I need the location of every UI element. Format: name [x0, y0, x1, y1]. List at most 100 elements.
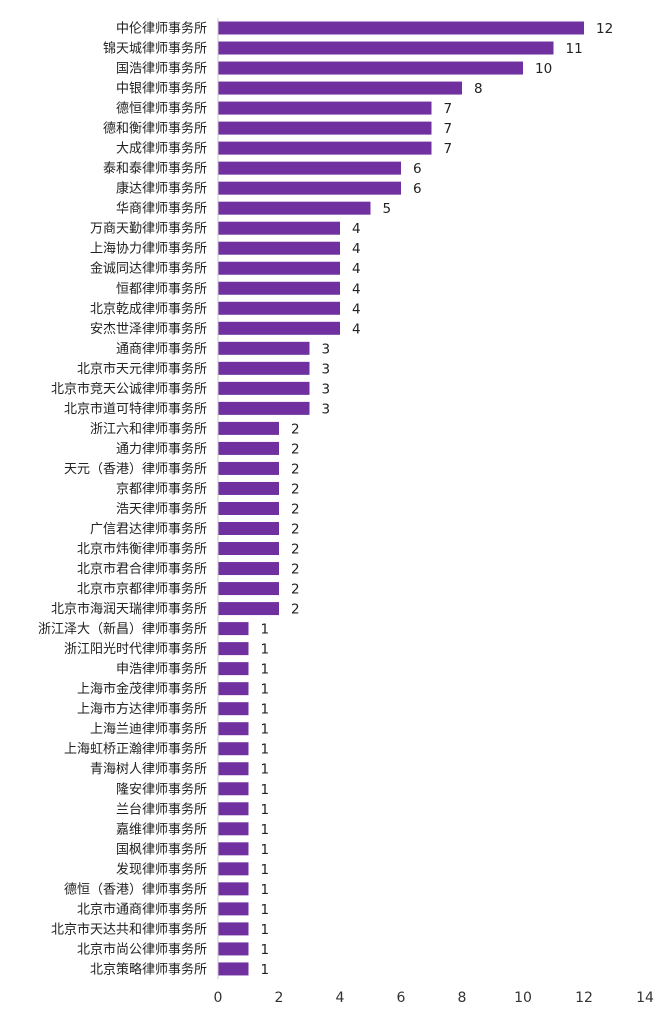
category-label: 通商律师事务所: [116, 341, 207, 357]
value-label: 1: [261, 642, 270, 658]
value-label: 7: [444, 141, 453, 157]
value-label: 7: [444, 121, 453, 137]
bar: [218, 862, 249, 876]
bar: [218, 161, 401, 175]
value-label: 4: [352, 261, 361, 277]
bar: [218, 301, 340, 315]
category-label: 上海兰迪律师事务所: [90, 721, 207, 737]
category-label: 北京市君合律师事务所: [77, 561, 207, 577]
category-label: 上海市金茂律师事务所: [77, 681, 207, 697]
value-label: 11: [566, 41, 583, 57]
bar: [218, 421, 279, 435]
category-label: 嘉维律师事务所: [116, 821, 207, 837]
bar: [218, 742, 249, 756]
value-label: 2: [291, 501, 300, 517]
category-label: 金诚同达律师事务所: [90, 261, 207, 277]
value-label: 1: [261, 782, 270, 798]
bars-layer: [218, 21, 584, 976]
bar: [218, 782, 249, 796]
category-label: 上海虹桥正瀚律师事务所: [64, 741, 207, 757]
x-tick-label: 12: [575, 990, 593, 1006]
category-label: 大成律师事务所: [116, 141, 207, 157]
category-label: 广信君达律师事务所: [90, 521, 207, 537]
bar: [218, 481, 279, 495]
category-label: 通力律师事务所: [116, 441, 207, 457]
bar: [218, 21, 584, 35]
bar: [218, 882, 249, 896]
bar: [218, 321, 340, 335]
category-label: 浙江泽大（新昌）律师事务所: [38, 621, 207, 637]
category-label: 北京市海润天瑞律师事务所: [51, 601, 207, 617]
value-label: 1: [261, 962, 270, 978]
value-label: 1: [261, 762, 270, 778]
bar: [218, 241, 340, 255]
x-tick-label: 10: [514, 990, 532, 1006]
value-label: 1: [261, 842, 270, 858]
category-label: 上海协力律师事务所: [90, 241, 207, 257]
value-label: 4: [352, 321, 361, 337]
category-label: 北京市京都律师事务所: [77, 581, 207, 597]
value-label: 1: [261, 622, 270, 638]
category-label: 北京市尚公律师事务所: [77, 941, 207, 957]
bar: [218, 261, 340, 275]
value-label: 6: [413, 181, 422, 197]
value-label: 3: [322, 361, 331, 377]
value-label: 1: [261, 922, 270, 938]
bar: [218, 401, 310, 415]
category-labels: 中伦律师事务所锦天城律师事务所国浩律师事务所中银律师事务所德恒律师事务所德和衡律…: [38, 21, 207, 978]
category-label: 北京市天达共和律师事务所: [51, 921, 207, 937]
category-label: 万商天勤律师事务所: [90, 221, 207, 237]
category-label: 恒都律师事务所: [116, 281, 207, 297]
value-label: 6: [413, 161, 422, 177]
value-label: 3: [322, 401, 331, 417]
bar: [218, 81, 462, 95]
bar: [218, 101, 432, 115]
category-label: 中银律师事务所: [116, 81, 207, 97]
category-label: 天元（香港）律师事务所: [64, 461, 207, 477]
category-label: 中伦律师事务所: [116, 21, 207, 37]
value-label: 4: [352, 281, 361, 297]
category-label: 发现律师事务所: [116, 861, 207, 877]
value-label: 3: [322, 341, 331, 357]
bar: [218, 762, 249, 776]
bar: [218, 341, 310, 355]
bar: [218, 702, 249, 716]
category-label: 浙江阳光时代律师事务所: [64, 641, 207, 657]
value-label: 1: [261, 722, 270, 738]
bar: [218, 201, 371, 215]
bar: [218, 722, 249, 736]
bar: [218, 361, 310, 375]
value-label: 12: [596, 21, 613, 37]
x-axis-ticks: 0 2 4 6 8 10 12 14: [214, 990, 654, 1006]
category-label: 北京市竞天公诚律师事务所: [51, 381, 207, 397]
category-label: 浙江六和律师事务所: [90, 421, 207, 437]
category-label: 青海树人律师事务所: [90, 761, 207, 777]
x-tick-label: 14: [636, 990, 654, 1006]
value-label: 8: [474, 81, 483, 97]
value-label: 1: [261, 862, 270, 878]
bar: [218, 562, 279, 576]
bar: [218, 542, 279, 556]
value-label: 2: [291, 461, 300, 477]
value-label: 1: [261, 882, 270, 898]
category-label: 康达律师事务所: [116, 181, 207, 197]
value-label: 1: [261, 662, 270, 678]
category-label: 北京市道可特律师事务所: [64, 401, 207, 417]
value-label: 2: [291, 602, 300, 618]
category-label: 泰和泰律师事务所: [103, 161, 207, 177]
category-label: 安杰世泽律师事务所: [90, 321, 207, 337]
value-labels: 1211108777665444444333322222222221111111…: [261, 21, 614, 978]
x-tick-label: 0: [214, 990, 223, 1006]
bar: [218, 942, 249, 956]
category-label: 北京市通商律师事务所: [77, 901, 207, 917]
category-label: 京都律师事务所: [116, 481, 207, 497]
value-label: 1: [261, 802, 270, 818]
bar: [218, 842, 249, 856]
bar: [218, 501, 279, 515]
bar: [218, 522, 279, 535]
bar: [218, 962, 249, 976]
value-label: 1: [261, 942, 270, 958]
bar: [218, 61, 523, 75]
